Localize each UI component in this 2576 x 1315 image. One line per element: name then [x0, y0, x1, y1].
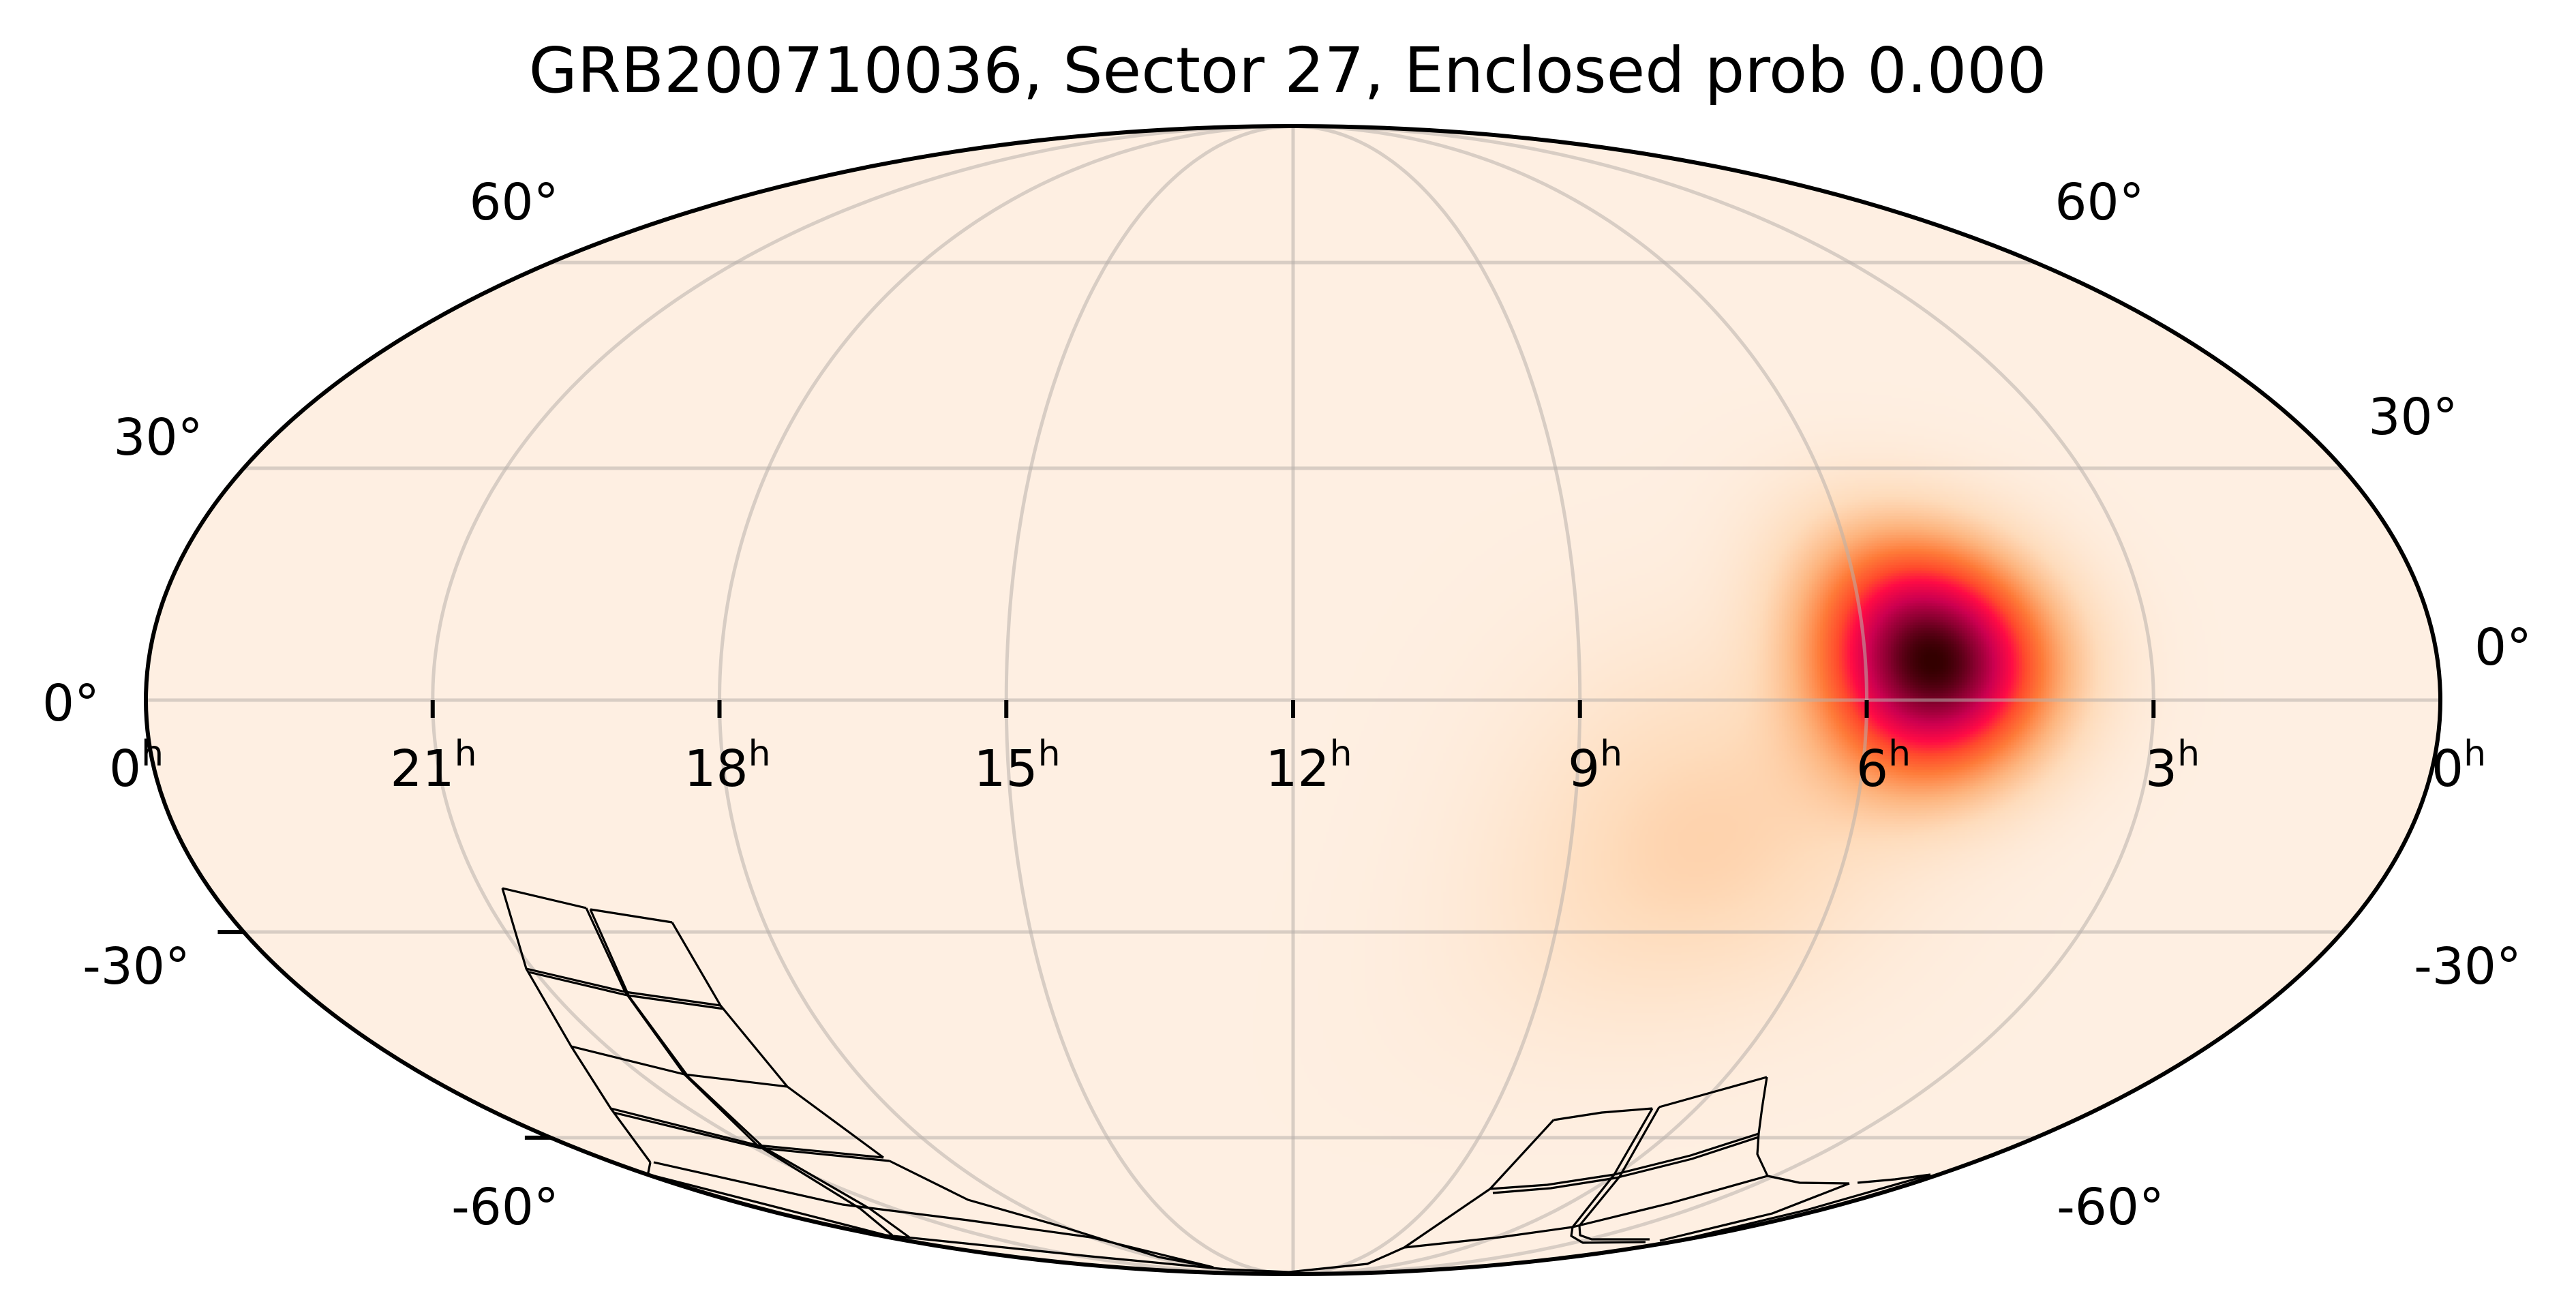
tess-ccd-edge — [526, 967, 721, 1007]
ra-hour-value: 0 — [2431, 740, 2464, 798]
tess-ccd-edge — [889, 1160, 1214, 1269]
ra-tick-labels: 0h 21h 18h 15h 12h 9h 6h 3h 0h — [109, 734, 2486, 798]
dec-tick-label: 60° — [469, 173, 558, 232]
tess-ccd-edge — [671, 922, 884, 1159]
ra-tick-label: 18h — [684, 734, 770, 798]
tess-ccd-edge — [610, 1107, 884, 1159]
chart-title: GRB200710036, Sector 27, Enclosed prob 0… — [529, 34, 2047, 107]
dec-tick-label: -30° — [2414, 937, 2521, 996]
tess-ccd-edge — [653, 1161, 1214, 1269]
ra-tick-label: 6h — [1856, 734, 1911, 798]
tess-ccd-edge — [1857, 1173, 1931, 1184]
tess-footprints — [501, 887, 1931, 1273]
tess-ccd-edge — [571, 1045, 788, 1088]
ra-hour-unit: h — [1600, 734, 1622, 774]
ra-hour-value: 21 — [390, 740, 454, 798]
tess-ccd-edge — [1756, 1076, 1769, 1177]
ra-hour-value: 18 — [684, 740, 748, 798]
tess-ccd-edge — [1570, 1108, 1654, 1244]
tess-ccd-edge — [528, 971, 725, 1010]
tess-ccd-edge — [1683, 1173, 1931, 1241]
ra-tick-label: 21h — [390, 734, 476, 798]
ra-tick-label: 9h — [1568, 734, 1622, 798]
ra-hour-unit: h — [1038, 734, 1061, 774]
ra-hour-unit: h — [455, 734, 477, 774]
dec-tick-label: -60° — [451, 1178, 559, 1237]
ra-hour-value: 12 — [1265, 740, 1329, 798]
ra-hour-unit: h — [141, 734, 164, 774]
ra-hour-value: 0 — [109, 740, 141, 798]
ra-hour-value: 6 — [1856, 740, 1888, 798]
ra-hour-unit: h — [2464, 734, 2486, 774]
ra-hour-value: 15 — [973, 740, 1037, 798]
ra-tick-label: 15h — [973, 734, 1060, 798]
tess-ccd-edge — [501, 888, 652, 1163]
tess-ccd-edge — [613, 1111, 890, 1162]
dec-tick-label: 0° — [42, 674, 100, 733]
tess-ccd-edge — [1767, 1175, 1850, 1185]
dec-tick-label: 0° — [2474, 618, 2532, 677]
ra-hour-value: 3 — [2145, 740, 2177, 798]
ra-hour-unit: h — [1330, 734, 1352, 774]
dec-tick-labels: 60° 30° 0° -30° -60° 60° 30° 0° -30° -60° — [42, 173, 2532, 1237]
tess-ccd-edge — [1658, 1076, 1768, 1108]
tess-ccd-edge — [1578, 1106, 1661, 1241]
dec-tick-label: 60° — [2055, 173, 2144, 232]
tess-ccd-edge — [1489, 1132, 1759, 1190]
tess-ccd-edge — [585, 907, 894, 1237]
ra-tick-label: 0h — [109, 734, 164, 798]
tess-ccd-edge — [1553, 1107, 1653, 1121]
dec-tick-label: -30° — [82, 937, 190, 996]
ra-tick-label: 12h — [1265, 734, 1352, 798]
dec-tick-label: 30° — [113, 408, 202, 467]
ra-tick-label: 3h — [2145, 734, 2200, 798]
map-outline — [144, 124, 2442, 1276]
axis-ticks — [217, 700, 2156, 1140]
ra-tick-label: 0h — [2431, 734, 2486, 798]
dec-tick-label: 30° — [2368, 388, 2457, 447]
ra-hour-unit: h — [1888, 734, 1911, 774]
tess-ccd-edge — [502, 887, 587, 909]
ra-hour-unit: h — [2177, 734, 2200, 774]
tess-ccd-edge — [1404, 1175, 1768, 1249]
tess-ccd-edge — [590, 908, 673, 924]
dec-tick-label: -60° — [2057, 1178, 2164, 1237]
tess-ccd-edge — [1659, 1182, 1850, 1242]
ra-hour-value: 9 — [1568, 740, 1600, 798]
tess-ccd-edge — [589, 909, 910, 1239]
ra-hour-unit: h — [748, 734, 771, 774]
tess-ccd-edge — [1492, 1136, 1759, 1194]
